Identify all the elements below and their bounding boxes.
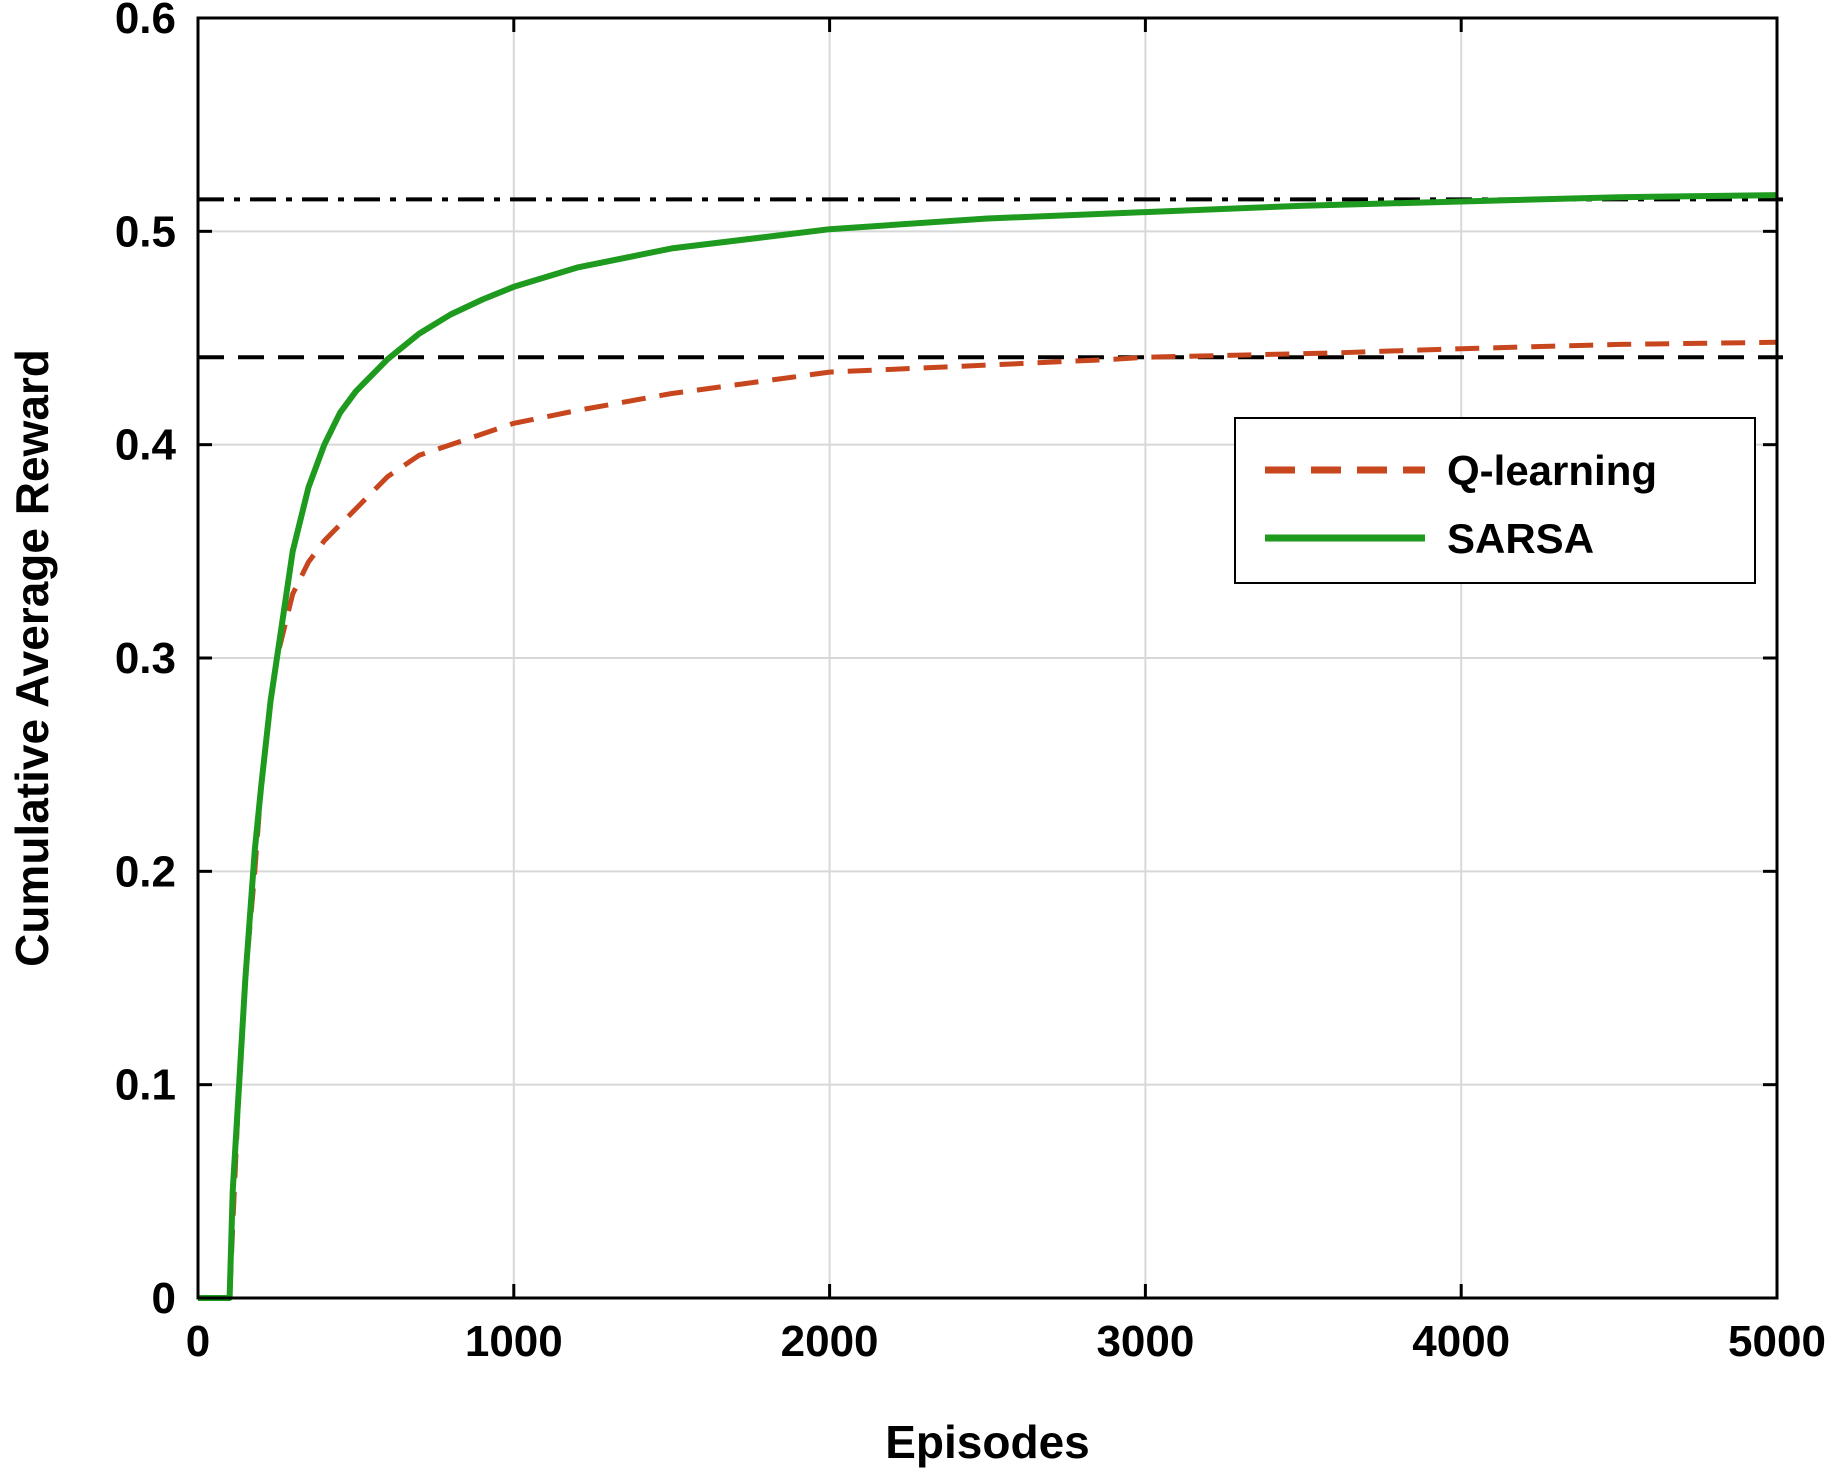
legend-label-q-learning: Q-learning (1447, 447, 1657, 494)
x-tick-label: 3000 (1096, 1317, 1194, 1366)
y-tick-label: 0.4 (115, 421, 177, 470)
legend: Q-learning SARSA (1234, 417, 1756, 584)
grid-lines (197, 17, 1778, 1299)
y-tick-label: 0.5 (115, 207, 176, 256)
y-tick-label: 0.3 (115, 634, 176, 683)
y-tick-label: 0.1 (115, 1061, 176, 1110)
y-tick-label: 0.6 (115, 0, 176, 43)
series-line-sarsa (198, 192, 1778, 1301)
y-axis-label: Cumulative Average Reward (6, 349, 58, 967)
legend-box (1234, 417, 1756, 584)
reference-lines (198, 197, 1783, 360)
x-tick-label: 5000 (1728, 1317, 1826, 1366)
legend-label-sarsa: SARSA (1447, 515, 1594, 562)
x-axis-label: Episodes (885, 1416, 1090, 1468)
y-tick-label: 0 (152, 1274, 176, 1323)
x-tick-label: 1000 (465, 1317, 563, 1366)
x-tick-label: 0 (186, 1317, 210, 1366)
y-tick-label: 0.2 (115, 847, 176, 896)
x-tick-label: 2000 (781, 1317, 879, 1366)
x-tick-label: 4000 (1412, 1317, 1510, 1366)
series-lines (198, 192, 1778, 1301)
axis-ticks: 0 1000 2000 3000 4000 5000 0 0.1 0.2 0.3 0.4 0.5 0.6 (115, 0, 1826, 1366)
